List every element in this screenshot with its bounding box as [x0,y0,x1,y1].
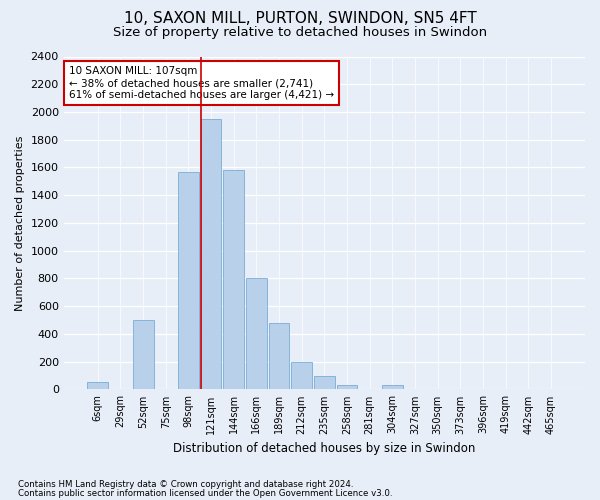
Bar [314,376,335,390]
Bar [133,320,154,390]
Bar [291,362,312,390]
Text: Size of property relative to detached houses in Swindon: Size of property relative to detached ho… [113,26,487,39]
Text: Contains HM Land Registry data © Crown copyright and database right 2024.: Contains HM Land Registry data © Crown c… [18,480,353,489]
X-axis label: Distribution of detached houses by size in Swindon: Distribution of detached houses by size … [173,442,476,455]
Bar [337,386,358,390]
Bar [269,323,289,390]
Bar [200,119,221,390]
Bar [246,278,267,390]
Y-axis label: Number of detached properties: Number of detached properties [15,136,25,310]
Bar [382,386,403,390]
Text: 10, SAXON MILL, PURTON, SWINDON, SN5 4FT: 10, SAXON MILL, PURTON, SWINDON, SN5 4FT [124,11,476,26]
Bar [88,382,108,390]
Text: Contains public sector information licensed under the Open Government Licence v3: Contains public sector information licen… [18,489,392,498]
Text: 10 SAXON MILL: 107sqm
← 38% of detached houses are smaller (2,741)
61% of semi-d: 10 SAXON MILL: 107sqm ← 38% of detached … [69,66,334,100]
Bar [223,170,244,390]
Bar [178,172,199,390]
